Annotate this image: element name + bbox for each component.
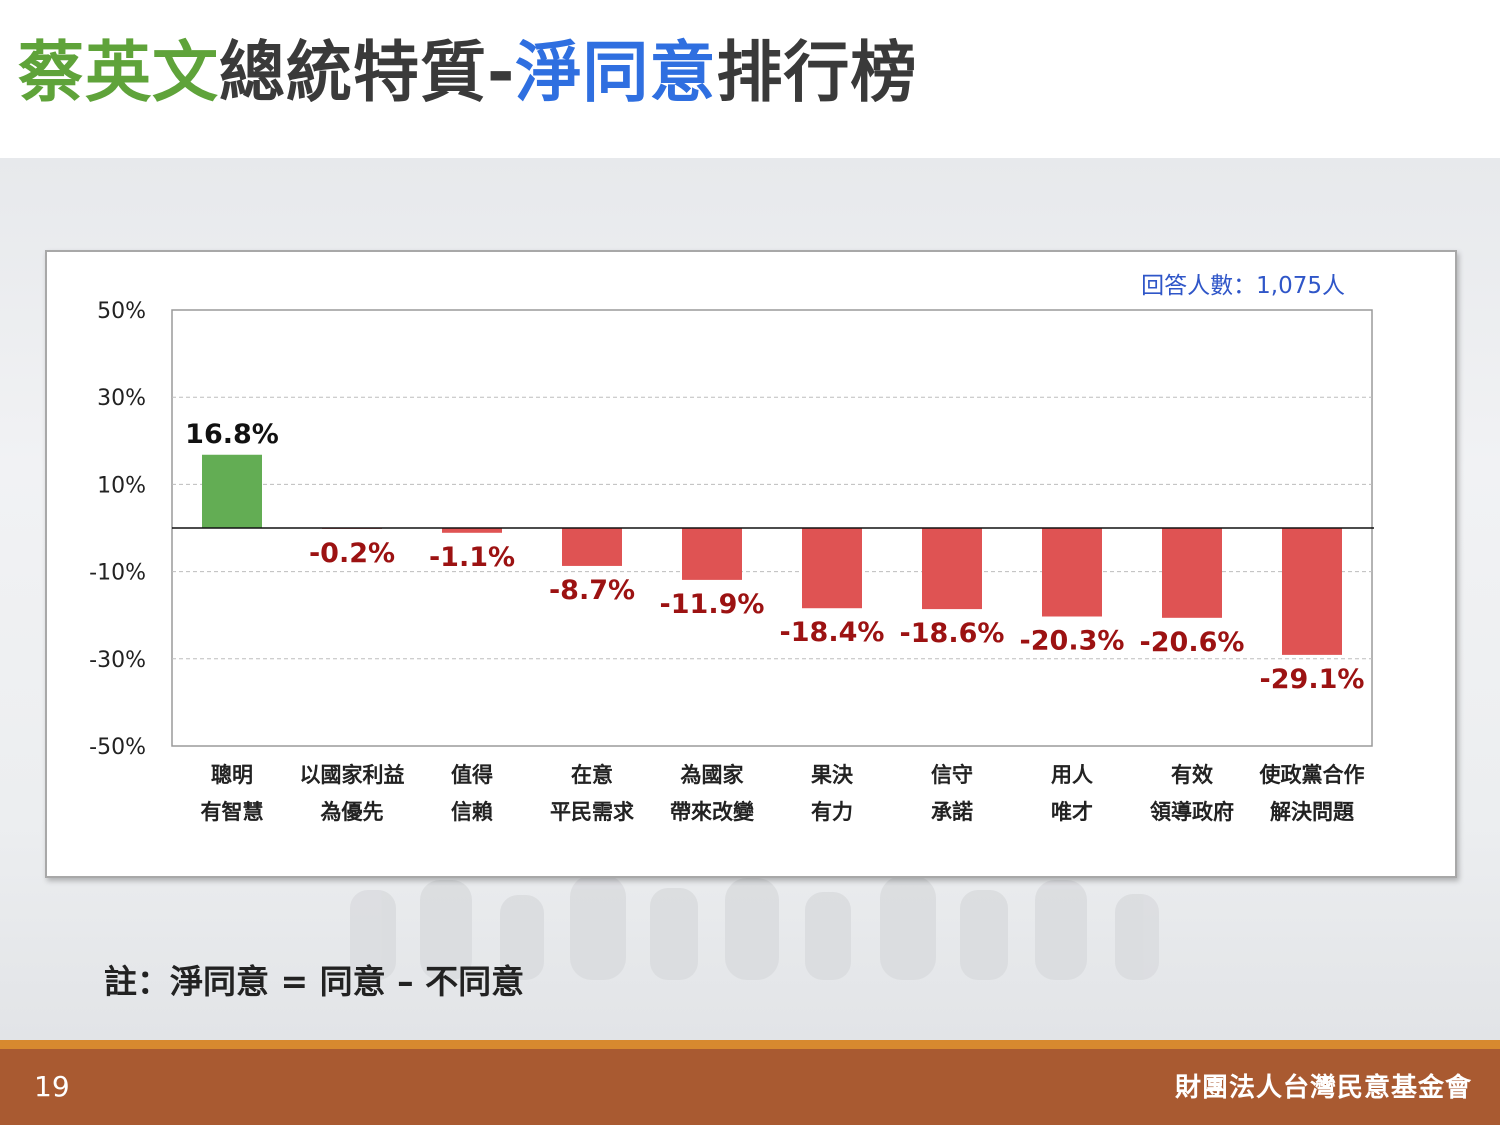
chart-panel: 回答人數：1,075人 50% 30% 10% -10% -30% -50% 16.8% 聰… <box>45 250 1457 878</box>
data-label: -8.7% <box>549 575 635 606</box>
organization-name: 財團法人台灣民意基金會 <box>1174 1073 1472 1103</box>
x-tick-label: 用人 <box>1051 763 1093 787</box>
bar <box>802 528 862 609</box>
bar <box>562 528 622 566</box>
bar <box>682 528 742 580</box>
data-label: -0.2% <box>309 538 395 569</box>
x-tick-label: 承諾 <box>931 800 973 824</box>
bar <box>1282 528 1342 655</box>
data-label: -29.1% <box>1260 664 1365 695</box>
y-tick-label: 30% <box>97 386 146 411</box>
bar-layer <box>172 454 1374 655</box>
data-label: -11.9% <box>660 589 765 620</box>
footer-bar: 19 財團法人台灣民意基金會 <box>0 1040 1500 1125</box>
data-label: -20.6% <box>1140 627 1245 658</box>
x-tick-label: 信守 <box>931 763 973 787</box>
x-tick-label: 平民需求 <box>550 800 634 824</box>
bar <box>1042 528 1102 617</box>
data-label: 16.8% <box>185 419 279 450</box>
title-part-subject: 總統特質- <box>219 34 516 111</box>
y-tick-label: -10% <box>89 561 146 586</box>
title-bar: 蔡英文總統特質-淨同意排行榜 <box>0 0 1500 158</box>
x-tick-label: 帶來改變 <box>670 800 755 824</box>
x-tick-label: 有力 <box>811 800 853 824</box>
data-label: -1.1% <box>429 542 515 573</box>
y-tick-label: 10% <box>97 473 146 498</box>
x-tick-label: 有智慧 <box>201 800 264 824</box>
x-tick-label: 有效 <box>1171 763 1213 787</box>
x-tick-label: 信賴 <box>451 800 493 824</box>
x-tick-label: 為國家 <box>681 763 745 787</box>
x-tick-label: 以國家利益 <box>300 763 405 787</box>
data-label: -18.6% <box>900 618 1005 649</box>
footnote: 註：淨同意 = 同意 – 不同意 <box>104 962 525 1001</box>
x-tick-label: 在意 <box>571 763 613 787</box>
x-tick-label: 值得 <box>451 763 493 787</box>
x-tick-label: 聰明 <box>211 763 253 787</box>
data-label: -18.4% <box>780 617 885 648</box>
x-tick-label: 領導政府 <box>1150 800 1234 824</box>
crowd-silhouette-decoration <box>350 875 1159 980</box>
x-tick-label: 果決 <box>811 763 854 787</box>
x-tick-label: 使政黨合作 <box>1259 763 1365 787</box>
title-part-ranking: 排行榜 <box>716 34 918 111</box>
x-tick-label: 唯才 <box>1051 800 1093 824</box>
y-tick-label: 50% <box>97 299 146 324</box>
page-title: 蔡英文總統特質-淨同意排行榜 <box>18 40 917 106</box>
y-tick-label: -30% <box>89 648 146 673</box>
respondent-count: 回答人數：1,075人 <box>1141 273 1345 299</box>
bar <box>1162 528 1222 618</box>
title-part-metric: 淨同意 <box>515 34 717 111</box>
x-tick-label: 為優先 <box>321 800 384 824</box>
bar <box>442 528 502 533</box>
title-part-name: 蔡英文 <box>18 34 219 111</box>
data-label: -20.3% <box>1020 626 1125 657</box>
page-number: 19 <box>34 1070 70 1103</box>
bar <box>202 454 262 528</box>
y-tick-label: -50% <box>89 735 146 760</box>
bar <box>922 528 982 610</box>
x-tick-label: 解決問題 <box>1270 800 1355 824</box>
